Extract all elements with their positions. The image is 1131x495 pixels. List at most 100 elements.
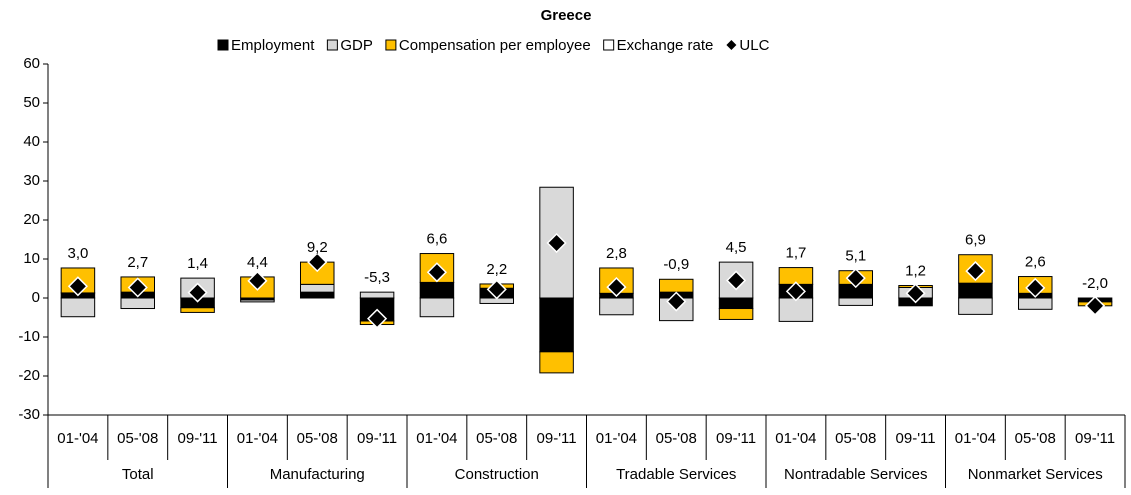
bar-segment xyxy=(240,299,275,303)
x-tick-label: 09-'11 xyxy=(537,430,577,447)
group-label: Manufacturing xyxy=(270,466,365,483)
bar-segment xyxy=(359,291,395,299)
y-tick-label: 20 xyxy=(23,211,40,228)
ulc-marker xyxy=(1025,277,1046,298)
y-tick-label: -20 xyxy=(18,367,40,384)
ulc-marker xyxy=(67,276,88,297)
x-tick-label: 01-'04 xyxy=(416,430,457,447)
ulc-label: 1,2 xyxy=(905,262,926,279)
bar-segment xyxy=(539,351,574,374)
x-tick-label: 01-'04 xyxy=(596,430,637,447)
y-tick-label: 60 xyxy=(23,55,40,72)
legend-swatch xyxy=(603,39,615,51)
bar-segment xyxy=(1017,297,1053,310)
ulc-marker xyxy=(905,283,926,304)
ulc-label: 9,2 xyxy=(307,239,328,256)
ulc-label: 3,0 xyxy=(67,245,88,262)
ulc-label: 1,7 xyxy=(785,245,806,262)
chart-title: Greece xyxy=(541,7,592,24)
bar-segment xyxy=(60,297,96,318)
ulc-label: -0,9 xyxy=(663,256,689,273)
ulc-label: 2,6 xyxy=(1025,254,1046,271)
legend-swatch xyxy=(217,39,229,51)
x-tick-label: 01-'04 xyxy=(775,430,816,447)
ulc-marker xyxy=(845,268,866,289)
ulc-label: 4,5 xyxy=(726,239,747,256)
ulc-marker xyxy=(367,308,388,329)
bar-segment xyxy=(419,297,455,318)
ulc-marker xyxy=(726,270,747,291)
x-tick-label: 05-'08 xyxy=(1015,430,1056,447)
x-tick-label: 09-'11 xyxy=(716,430,756,447)
group-label: Nonmarket Services xyxy=(968,466,1103,483)
ulc-label: 2,2 xyxy=(486,261,507,278)
x-tick-label: 05-'08 xyxy=(835,430,876,447)
legend-label: GDP xyxy=(340,37,373,54)
bar-segment xyxy=(718,297,754,310)
bar-segment xyxy=(958,282,993,299)
ulc-marker xyxy=(666,291,687,312)
ulc-label: 1,4 xyxy=(187,255,208,272)
group-label: Construction xyxy=(455,466,539,483)
legend-swatch xyxy=(385,39,397,51)
ulc-label: 5,1 xyxy=(845,248,866,265)
group-label: Nontradable Services xyxy=(784,466,927,483)
y-tick-label: 10 xyxy=(23,250,40,267)
x-tick-label: 01-'04 xyxy=(57,430,98,447)
ulc-marker xyxy=(1085,295,1106,316)
x-tick-label: 01-'04 xyxy=(237,430,278,447)
bar-segment xyxy=(120,297,156,310)
x-tick-label: 09-'11 xyxy=(1075,430,1115,447)
bar-segment xyxy=(778,297,814,322)
x-tick-label: 09-'11 xyxy=(357,430,397,447)
ulc-label: 6,6 xyxy=(426,231,447,248)
bar-segment xyxy=(299,283,335,293)
y-tick-label: -30 xyxy=(18,406,40,423)
x-tick-label: 05-'08 xyxy=(476,430,517,447)
legend-swatch xyxy=(326,39,338,51)
bar-segment xyxy=(658,278,694,293)
x-tick-label: 05-'08 xyxy=(297,430,338,447)
bar-segment xyxy=(180,307,215,313)
ulc-marker xyxy=(486,279,507,300)
ulc-marker xyxy=(606,277,627,298)
bar-segment xyxy=(838,297,874,306)
bar-segment xyxy=(299,291,335,299)
group-label: Tradable Services xyxy=(616,466,736,483)
x-tick-label: 05-'08 xyxy=(117,430,158,447)
legend-label: Employment xyxy=(231,37,315,54)
x-tick-label: 05-'08 xyxy=(656,430,697,447)
ulc-marker xyxy=(187,282,208,303)
legend-label: Exchange rate xyxy=(617,37,714,54)
bar-segment xyxy=(718,308,754,320)
group-label: Total xyxy=(122,466,154,483)
bar-segment xyxy=(419,281,455,299)
legend-swatch xyxy=(726,40,737,50)
y-tick-label: 50 xyxy=(23,94,40,111)
y-tick-label: 0 xyxy=(32,289,40,306)
ulc-label: -2,0 xyxy=(1082,275,1108,292)
ulc-marker xyxy=(247,270,268,291)
bar-segment xyxy=(958,297,993,315)
y-tick-label: 30 xyxy=(23,172,40,189)
x-tick-label: 09-'11 xyxy=(896,430,936,447)
ulc-marker xyxy=(307,252,328,273)
ulc-marker xyxy=(546,232,567,254)
legend-label: ULC xyxy=(739,37,769,54)
y-tick-label: 40 xyxy=(23,133,40,150)
ulc-label: 6,9 xyxy=(965,232,986,249)
ulc-label: 2,7 xyxy=(127,254,148,271)
y-tick-label: -10 xyxy=(18,328,40,345)
ulc-marker xyxy=(965,261,986,282)
legend-label: Compensation per employee xyxy=(399,37,591,54)
ulc-label: -5,3 xyxy=(364,269,390,286)
ulc-label: 4,4 xyxy=(247,254,268,271)
ulc-marker xyxy=(785,281,806,302)
x-tick-label: 09-'11 xyxy=(178,430,218,447)
ulc-marker xyxy=(426,262,447,283)
bar-segment xyxy=(599,297,634,316)
x-tick-label: 01-'04 xyxy=(955,430,996,447)
ulc-label: 2,8 xyxy=(606,245,627,262)
bar-segment xyxy=(539,297,574,353)
